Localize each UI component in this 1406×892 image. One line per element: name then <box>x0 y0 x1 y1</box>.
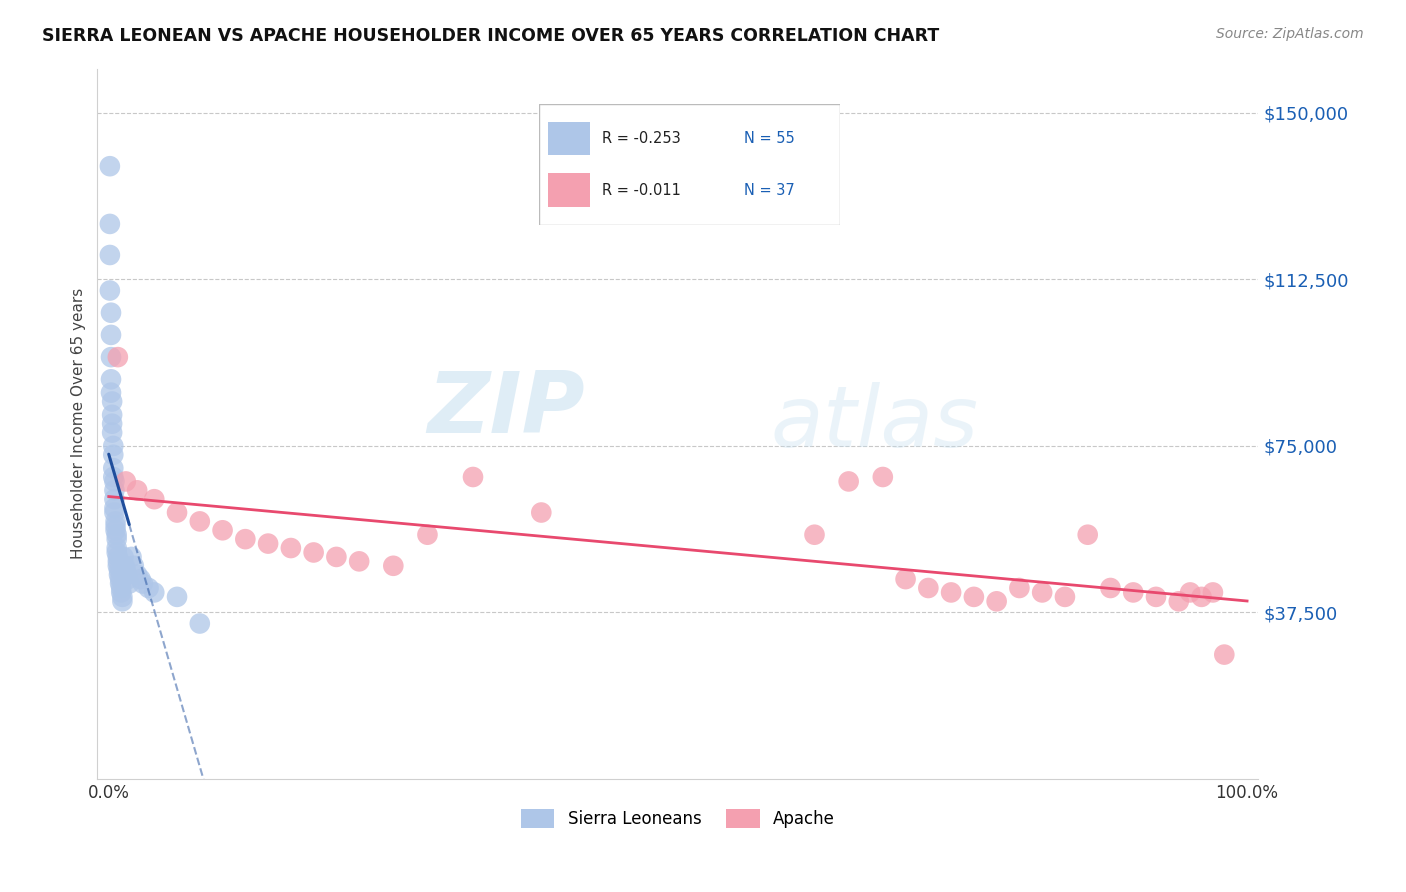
Point <box>143 492 166 507</box>
Point <box>1008 581 1031 595</box>
Point <box>104 519 127 533</box>
Point <box>110 581 132 595</box>
Point <box>127 567 149 582</box>
Point <box>1122 585 1144 599</box>
Point <box>108 572 131 586</box>
Point <box>114 558 136 573</box>
Point <box>101 425 124 440</box>
Point <box>257 536 280 550</box>
Point <box>103 439 125 453</box>
Point <box>838 475 860 489</box>
Point <box>461 470 484 484</box>
Point <box>233 532 256 546</box>
Point <box>872 470 894 484</box>
Point <box>98 159 121 173</box>
Point <box>98 284 121 298</box>
Point <box>103 448 125 462</box>
Point <box>166 506 188 520</box>
Point <box>416 527 439 541</box>
Point <box>530 506 553 520</box>
Point <box>101 417 124 431</box>
Point <box>280 541 302 555</box>
Point <box>122 558 145 573</box>
Point <box>1167 594 1189 608</box>
Point <box>103 470 125 484</box>
Point <box>103 492 125 507</box>
Point <box>100 385 122 400</box>
Point <box>115 567 138 582</box>
Point <box>105 532 128 546</box>
Point <box>101 408 124 422</box>
Point <box>105 541 128 555</box>
Point <box>1099 581 1122 595</box>
Point <box>166 590 188 604</box>
Point <box>963 590 986 604</box>
Point <box>188 515 211 529</box>
Point <box>143 585 166 599</box>
Point <box>108 563 131 577</box>
Point <box>114 475 136 489</box>
Point <box>107 558 129 573</box>
Text: Source: ZipAtlas.com: Source: ZipAtlas.com <box>1216 27 1364 41</box>
Point <box>1077 527 1099 541</box>
Point <box>138 581 160 595</box>
Point <box>117 572 139 586</box>
Point <box>110 585 132 599</box>
Point <box>188 616 211 631</box>
Y-axis label: Householder Income Over 65 years: Householder Income Over 65 years <box>72 288 86 559</box>
Point <box>104 515 127 529</box>
Point <box>1213 648 1236 662</box>
Point <box>121 549 143 564</box>
Point <box>107 554 129 568</box>
Text: SIERRA LEONEAN VS APACHE HOUSEHOLDER INCOME OVER 65 YEARS CORRELATION CHART: SIERRA LEONEAN VS APACHE HOUSEHOLDER INC… <box>42 27 939 45</box>
Point <box>302 545 325 559</box>
Point <box>100 350 122 364</box>
Point <box>103 475 125 489</box>
Point <box>100 372 122 386</box>
Point <box>108 567 131 582</box>
Point <box>127 483 149 498</box>
Point <box>108 576 131 591</box>
Point <box>1031 585 1053 599</box>
Point <box>114 563 136 577</box>
Point <box>112 549 135 564</box>
Point <box>211 523 233 537</box>
Point <box>103 461 125 475</box>
Legend: Sierra Leoneans, Apache: Sierra Leoneans, Apache <box>515 802 842 835</box>
Point <box>382 558 405 573</box>
Point <box>107 350 129 364</box>
Point <box>1178 585 1201 599</box>
Point <box>105 545 128 559</box>
Point <box>1202 585 1225 599</box>
Point <box>347 554 370 568</box>
Point <box>104 523 127 537</box>
Point <box>132 576 155 591</box>
Point <box>103 483 125 498</box>
Point <box>100 306 122 320</box>
Point <box>1053 590 1076 604</box>
Point <box>111 590 134 604</box>
Point <box>118 576 141 591</box>
Text: ZIP: ZIP <box>427 368 585 451</box>
Point <box>1191 590 1213 604</box>
Point <box>986 594 1008 608</box>
Point <box>803 527 825 541</box>
Point <box>101 394 124 409</box>
Point <box>129 572 152 586</box>
Point <box>100 327 122 342</box>
Point <box>98 248 121 262</box>
Point <box>98 217 121 231</box>
Point <box>103 506 125 520</box>
Point <box>894 572 917 586</box>
Point <box>917 581 939 595</box>
Point <box>105 527 128 541</box>
Point <box>325 549 347 564</box>
Point <box>107 549 129 564</box>
Text: atlas: atlas <box>770 382 979 466</box>
Point <box>103 501 125 516</box>
Point <box>1144 590 1167 604</box>
Point <box>111 594 134 608</box>
Point <box>939 585 962 599</box>
